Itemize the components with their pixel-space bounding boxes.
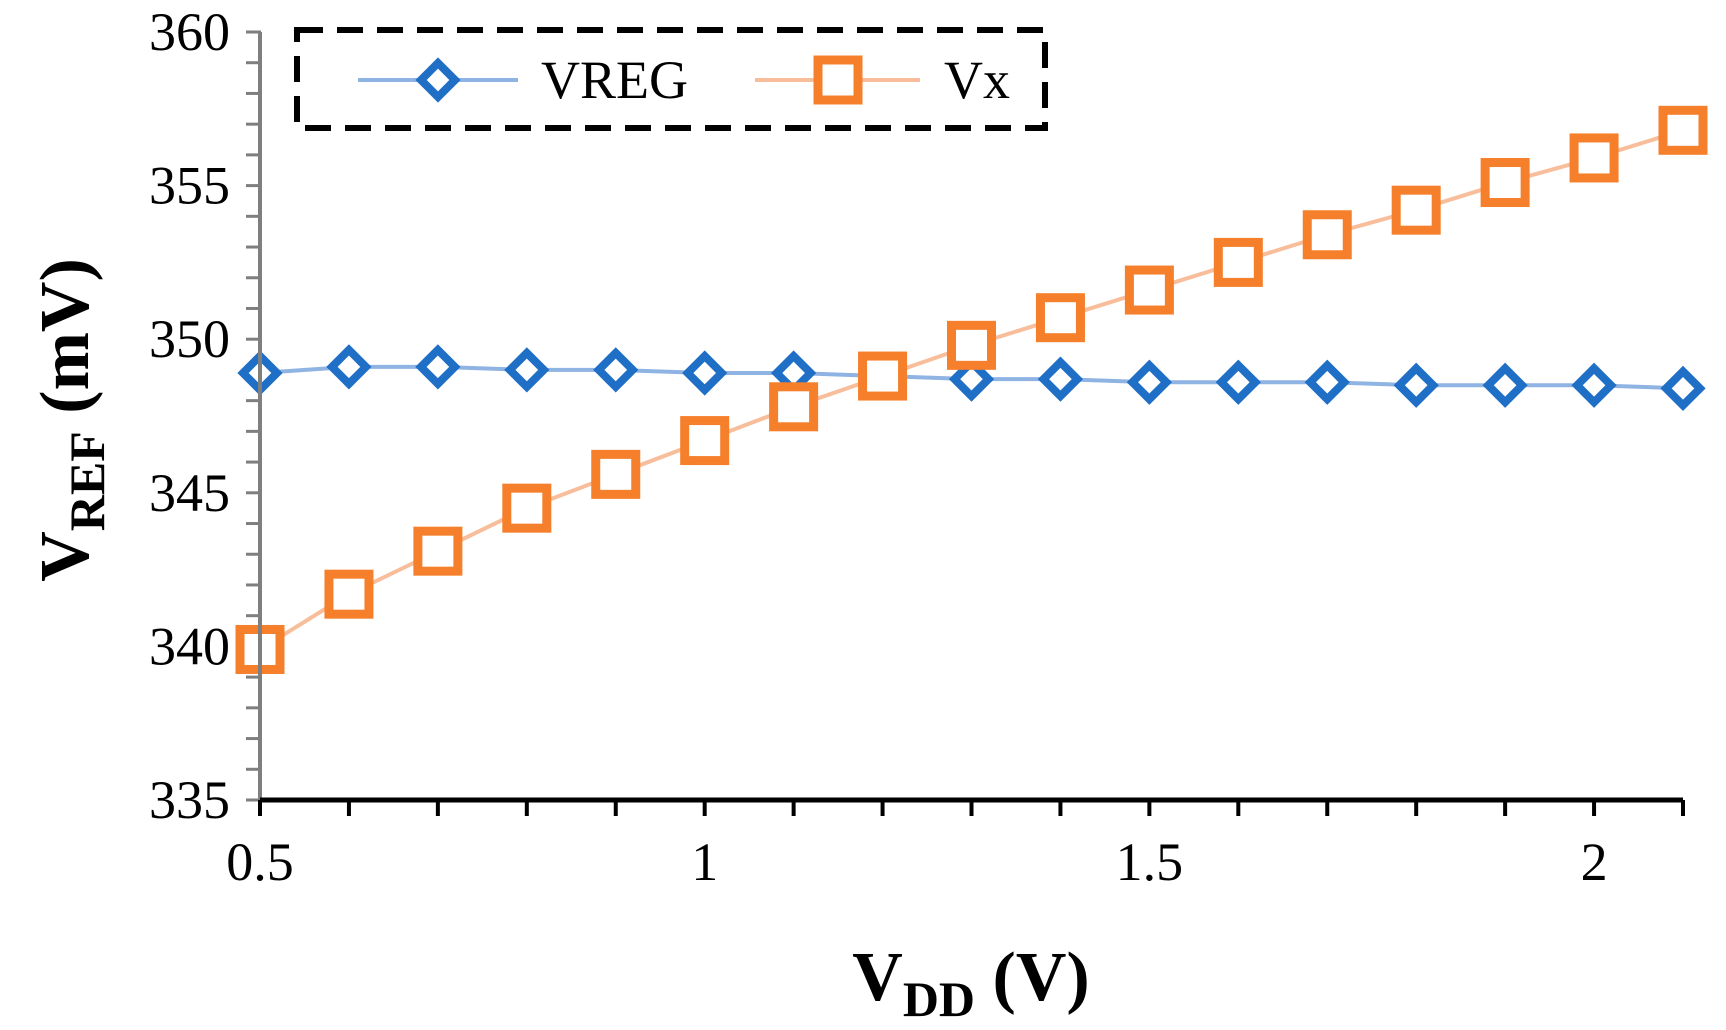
point-vx: [591, 449, 641, 499]
point-vx: [769, 382, 819, 432]
point-vx: [502, 483, 552, 533]
x-axis-title-rest: (V): [975, 939, 1090, 1016]
legend-vx-label: Vx: [944, 50, 1010, 110]
legend-vreg-marker: [415, 57, 461, 103]
point-vx: [947, 320, 996, 370]
x-tick-label: 2: [1581, 832, 1608, 892]
minor-ticks: [246, 30, 1685, 816]
series-markers: [235, 105, 1708, 674]
point-vx: [858, 351, 908, 401]
point-vreg: [1571, 362, 1617, 408]
point-vreg: [770, 350, 817, 396]
point-vx: [680, 416, 730, 466]
y-tick-label: 355: [149, 156, 230, 216]
x-tick-label: 1.5: [1116, 832, 1184, 892]
point-vx: [1569, 133, 1619, 183]
y-tick-label: 360: [149, 2, 230, 62]
legend-vx-marker: [813, 55, 863, 105]
point-vx: [1213, 237, 1263, 287]
y-axis-title: VREF (mV): [27, 258, 115, 582]
legend-vreg-label: VREG: [541, 50, 688, 110]
point-vreg: [1304, 359, 1350, 405]
y-axis-title-main: V: [27, 531, 104, 582]
point-vx: [1391, 185, 1441, 235]
x-tick-label: 0.5: [226, 832, 294, 892]
point-vreg: [593, 347, 639, 393]
point-vreg: [1215, 359, 1261, 405]
y-axis-title-rest: (mV): [27, 258, 104, 431]
y-axis-title-sub: REF: [59, 431, 115, 531]
x-tick-label: 1: [691, 832, 718, 892]
point-vx: [413, 526, 463, 576]
x-axis-title-sub: DD: [903, 971, 975, 1027]
point-vreg: [682, 350, 728, 396]
axes: [258, 32, 1683, 803]
x-axis-title-main: V: [852, 939, 903, 1016]
point-vx: [324, 569, 374, 619]
point-vx: [1035, 293, 1085, 343]
point-vx: [1124, 265, 1174, 315]
y-tick-label: 335: [149, 770, 230, 830]
point-vreg: [504, 347, 550, 393]
point-vreg: [948, 356, 995, 402]
y-tick-label: 340: [149, 616, 230, 676]
x-axis-title: VDD (V): [852, 939, 1089, 1027]
y-tick-label: 345: [149, 463, 230, 523]
tick-labels: 335 340 345 350 355 360 0.5 1 1.5 2: [149, 2, 1608, 892]
point-vx: [1302, 210, 1352, 260]
y-tick-label: 350: [149, 309, 230, 369]
point-vreg: [1126, 359, 1173, 405]
point-vreg: [1393, 362, 1439, 408]
point-vx: [1480, 158, 1530, 208]
point-vreg: [1660, 365, 1706, 411]
point-vreg: [1482, 362, 1528, 408]
point-vreg: [415, 344, 461, 390]
point-vreg: [326, 344, 372, 390]
point-vreg: [1037, 356, 1084, 402]
point-vx: [1658, 105, 1708, 155]
legend: VREG Vx: [294, 27, 1048, 131]
